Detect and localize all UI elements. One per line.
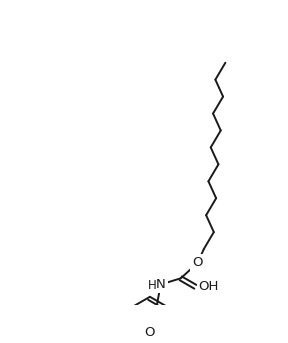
- Text: N: N: [156, 278, 166, 291]
- Text: H: H: [148, 279, 157, 292]
- Text: O: O: [145, 327, 155, 340]
- Text: O: O: [192, 257, 203, 269]
- Text: OH: OH: [198, 280, 219, 293]
